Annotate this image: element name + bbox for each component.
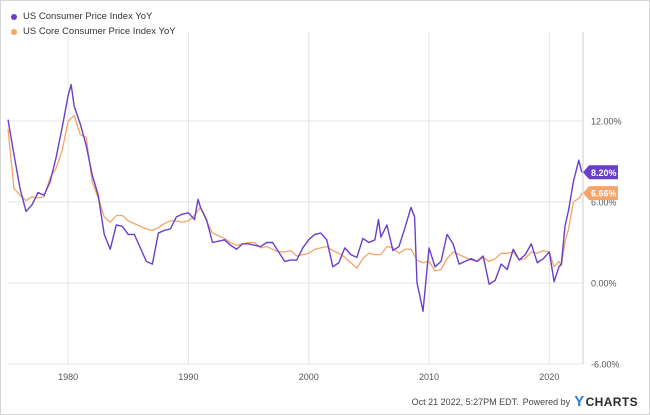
y-tick-label: 6.00%	[591, 198, 617, 208]
legend-marker-core	[11, 28, 17, 35]
label-layer: 8.20% 6.66%	[583, 165, 618, 201]
footer-powered-by: Powered by	[522, 396, 571, 407]
x-tick-label: 2010	[419, 372, 439, 382]
chart-legend: US Consumer Price Index YoY US Core Cons…	[11, 9, 176, 39]
x-tick-label: 2000	[299, 372, 319, 382]
last-value-label: 6.66%	[591, 189, 617, 199]
chart-footer: Oct 21 2022, 5:27PM EDT. Powered by Y CH…	[412, 393, 638, 410]
ycharts-logo-icon: Y	[574, 393, 585, 410]
series-line-core	[7, 114, 583, 272]
last-value-flag-cpi: 8.20%	[583, 165, 618, 180]
axis-layer: -6.00% 0.00% 6.00% 12.00% 1980 1990 2000 2010 20…	[58, 117, 621, 383]
last-value-flag-bg	[583, 186, 618, 201]
grid-layer	[8, 32, 584, 365]
legend-item-cpi[interactable]: US Consumer Price Index YoY	[11, 9, 176, 24]
x-tick-label: 2020	[539, 372, 559, 382]
legend-label-cpi: US Consumer Price Index YoY	[23, 11, 153, 22]
y-tick-label: 12.00%	[591, 117, 622, 127]
footer-timestamp: Oct 21 2022, 5:27PM EDT.	[411, 396, 519, 407]
last-value-flag-bg	[583, 165, 618, 180]
ycharts-logo[interactable]: Y CHARTS	[574, 393, 638, 410]
legend-marker-cpi	[11, 13, 17, 20]
y-tick-label: 0.00%	[591, 279, 617, 289]
x-tick-label: 1980	[58, 372, 78, 382]
x-tick-label: 1990	[178, 372, 198, 382]
series-line-cpi	[7, 83, 583, 313]
y-tick-label: -6.00%	[591, 360, 620, 370]
ycharts-logo-text: CHARTS	[585, 394, 638, 409]
legend-item-core[interactable]: US Core Consumer Price Index YoY	[11, 24, 176, 39]
series-layer	[7, 83, 583, 313]
legend-label-core: US Core Consumer Price Index YoY	[23, 26, 176, 37]
last-value-flag-core: 6.66%	[583, 186, 618, 201]
last-value-label: 8.20%	[591, 168, 617, 178]
